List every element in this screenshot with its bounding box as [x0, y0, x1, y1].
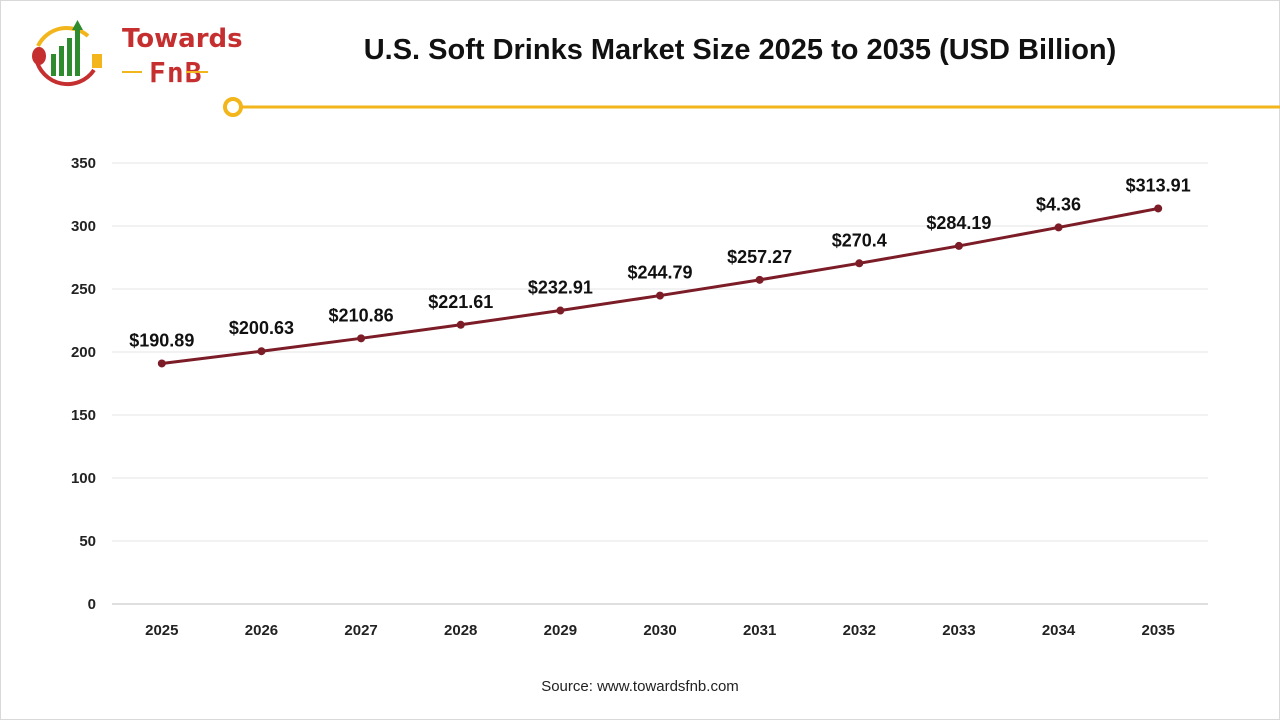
logo-chart-icon	[32, 20, 102, 87]
data-point	[1154, 204, 1163, 213]
x-tick-label: 2030	[643, 622, 676, 639]
y-tick-label: 300	[71, 218, 96, 235]
data-label: $284.19	[926, 213, 991, 233]
x-tick-label: 2031	[743, 622, 776, 639]
data-point	[755, 275, 764, 284]
source-note: Source: www.towardsfnb.com	[541, 678, 739, 695]
x-tick-label: 2025	[145, 622, 178, 639]
data-label: $270.4	[832, 230, 887, 250]
brand-logo: Towards FnB	[24, 18, 243, 89]
data-label: $244.79	[627, 263, 692, 283]
data-label: $210.86	[329, 305, 394, 325]
title-underline-decoration	[223, 97, 1280, 117]
data-point	[357, 334, 366, 343]
data-point	[257, 347, 266, 356]
series-line	[161, 206, 1159, 365]
y-tick-label: 100	[71, 470, 96, 487]
brand-name-line1: Towards	[122, 24, 243, 54]
x-tick-label: 2028	[444, 622, 477, 639]
data-label: $313.91	[1126, 175, 1191, 195]
data-point	[855, 259, 864, 268]
data-point	[954, 241, 963, 250]
data-label: $221.61	[428, 292, 493, 312]
data-point	[1054, 223, 1063, 232]
data-label: $232.91	[528, 278, 593, 298]
y-tick-label: 0	[88, 596, 96, 613]
data-point	[556, 306, 565, 315]
logo-divider	[186, 71, 208, 73]
x-tick-label: 2027	[344, 622, 377, 639]
y-tick-label: 200	[71, 344, 96, 361]
x-tick-label: 2034	[1042, 622, 1076, 639]
x-tick-label: 2026	[245, 622, 278, 639]
data-label: $257.27	[727, 247, 792, 267]
chart-title: U.S. Soft Drinks Market Size 2025 to 203…	[363, 34, 1117, 66]
x-tick-label: 2029	[544, 622, 577, 639]
logo-divider	[122, 71, 142, 73]
x-tick-label: 2035	[1141, 622, 1174, 639]
y-tick-label: 350	[71, 155, 96, 172]
data-label: $4.36	[1036, 194, 1081, 214]
data-point	[656, 291, 664, 300]
data-label: $200.63	[229, 318, 294, 338]
y-tick-label: 150	[71, 407, 96, 424]
x-tick-label: 2033	[942, 622, 975, 639]
y-tick-label: 50	[79, 533, 96, 550]
data-label: $190.89	[129, 330, 194, 350]
data-point	[456, 320, 465, 329]
data-point	[157, 359, 166, 368]
y-tick-label: 250	[71, 281, 96, 298]
x-tick-label: 2032	[843, 622, 876, 639]
